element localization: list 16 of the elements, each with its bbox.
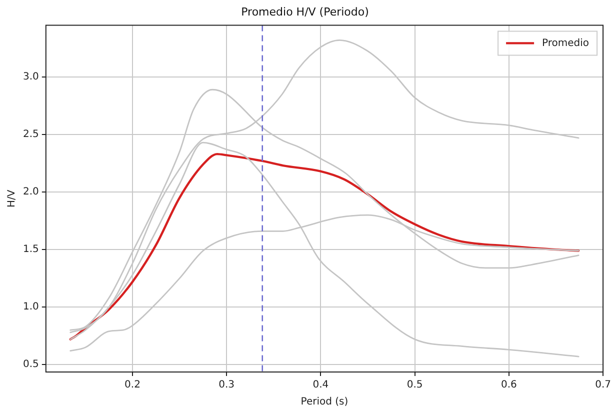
y-tick-label: 0.5 [22,359,39,370]
y-tick-label: 1.0 [22,302,39,313]
legend-label: Promedio [542,38,590,49]
x-axis-title: Period (s) [300,396,348,408]
x-tick-label: 0.6 [500,380,517,391]
y-tick-label: 2.5 [22,129,39,140]
x-tick-label: 0.5 [406,380,423,391]
y-tick-label: 1.5 [22,244,39,256]
y-axis-title: H/V [6,190,18,208]
y-tick-label: 3.0 [22,72,39,83]
chart-title: Promedio H/V (Periodo) [241,5,369,18]
x-tick-label: 0.4 [312,380,329,391]
x-tick-label: 0.7 [595,380,611,391]
y-tick-label: 2.0 [22,186,39,198]
x-tick-label: 0.2 [124,380,140,391]
x-tick-label: 0.3 [218,380,235,391]
